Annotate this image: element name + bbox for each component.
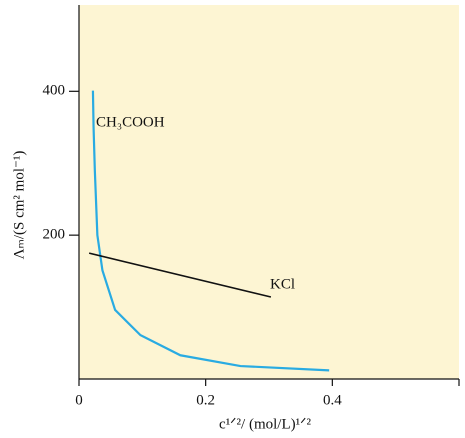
y-tick-label: 400: [43, 83, 66, 99]
plot-background: [79, 5, 459, 379]
line: [91, 90, 330, 372]
x-tick-label: 0.4: [323, 392, 342, 408]
line: [88, 252, 272, 298]
x-tick-label: 0.2: [196, 392, 215, 408]
x-axis-label: c¹ᐟ²/ (mol/L)¹ᐟ²: [219, 416, 311, 432]
series-label: KCl: [270, 276, 295, 292]
series-label: CH₃COOH: [96, 114, 165, 130]
y-tick-label: 200: [43, 227, 66, 243]
y-axis-label: Λₘ/(S cm² mol⁻¹): [11, 151, 27, 260]
x-tick-label: 0: [75, 392, 83, 408]
